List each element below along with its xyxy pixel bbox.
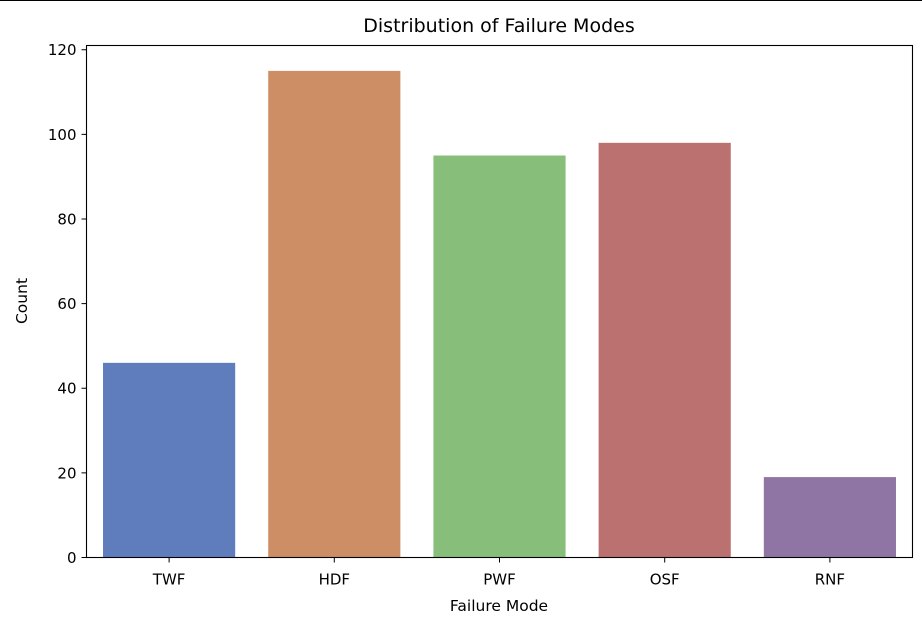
- y-tick-label: 40: [57, 380, 76, 398]
- y-tick-label: 0: [67, 549, 77, 567]
- plot-frame: [85, 44, 914, 559]
- x-tick-label-rnf: RNF: [815, 571, 845, 589]
- x-axis-title: Failure Mode: [450, 597, 548, 615]
- y-tick-label: 120: [48, 41, 77, 59]
- bar-rnf: [763, 477, 896, 558]
- x-axis: TWF HDF PWF OSF RNF: [152, 557, 845, 589]
- y-tick-label: 80: [57, 210, 76, 228]
- bars-layer: [103, 70, 896, 558]
- bar-hdf: [268, 70, 401, 558]
- y-tick-label: 100: [48, 126, 77, 144]
- y-axis-title: Count: [13, 278, 31, 324]
- y-axis: 0 20 40 60 80 100 120: [48, 41, 87, 567]
- x-tick-label-osf: OSF: [650, 571, 680, 589]
- x-tick-label-hdf: HDF: [319, 571, 350, 589]
- bar-pwf: [433, 155, 566, 558]
- y-tick-label: 60: [57, 295, 76, 313]
- bar-osf: [598, 142, 731, 558]
- y-tick-label: 20: [57, 464, 76, 482]
- bar-twf: [103, 362, 236, 558]
- x-tick-label-twf: TWF: [152, 571, 186, 589]
- x-tick-label-pwf: PWF: [483, 571, 516, 589]
- chart-title: Distribution of Failure Modes: [363, 15, 634, 37]
